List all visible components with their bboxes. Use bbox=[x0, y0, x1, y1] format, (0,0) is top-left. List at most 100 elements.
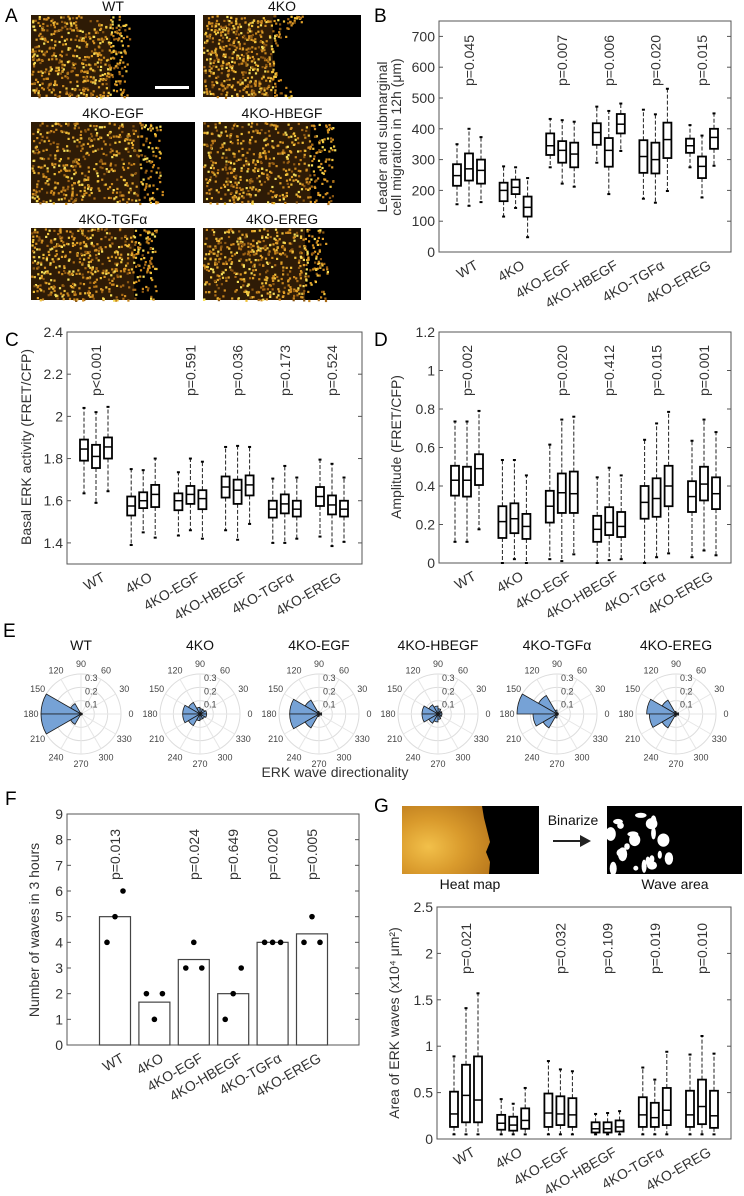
y-tick-label: 2.4 bbox=[44, 324, 64, 340]
box-plot bbox=[543, 1060, 554, 1136]
r-tick-label: 0.1 bbox=[561, 700, 574, 710]
box bbox=[649, 1101, 660, 1128]
box-plot bbox=[449, 1055, 459, 1136]
box bbox=[590, 1121, 601, 1134]
box bbox=[520, 1107, 531, 1130]
box bbox=[473, 1055, 483, 1124]
theta-tick-label: 270 bbox=[668, 759, 683, 769]
data-point bbox=[112, 913, 118, 920]
y-tick-label: 0.8 bbox=[416, 401, 436, 417]
micrograph-2 bbox=[203, 15, 361, 99]
y-tick-label: 6 bbox=[55, 883, 63, 899]
box bbox=[709, 1089, 719, 1129]
y-tick-label: 0.2 bbox=[416, 517, 436, 533]
polar-wedge bbox=[555, 713, 559, 716]
data-point bbox=[301, 939, 307, 946]
y-tick-label: 2 bbox=[55, 408, 63, 424]
theta-tick-label: 180 bbox=[499, 709, 514, 719]
polar-wedge bbox=[436, 713, 443, 717]
theta-tick-label: 150 bbox=[149, 684, 164, 694]
wave-blob bbox=[651, 827, 656, 840]
theta-tick-label: 270 bbox=[311, 759, 326, 769]
data-point bbox=[191, 939, 197, 946]
box-plot bbox=[697, 134, 707, 199]
theta-tick-label: 150 bbox=[625, 684, 640, 694]
theta-tick-label: 120 bbox=[524, 666, 539, 676]
box-plot bbox=[279, 464, 290, 544]
x-tick-label: WT bbox=[100, 1050, 127, 1075]
polar-wedge bbox=[433, 712, 439, 723]
box-plot bbox=[709, 1052, 719, 1136]
micrograph-title: 4KO bbox=[268, 0, 296, 14]
box-plot bbox=[637, 1066, 648, 1136]
p-value-label: p=0.649 bbox=[225, 829, 241, 880]
p-value-label: p=0.007 bbox=[554, 35, 570, 86]
box bbox=[568, 470, 579, 514]
theta-tick-label: 30 bbox=[357, 684, 367, 694]
y-tick-label: 700 bbox=[412, 28, 436, 44]
polar-grid-spoke bbox=[318, 713, 340, 749]
box-plot bbox=[638, 108, 649, 200]
axes-frame bbox=[66, 331, 363, 565]
y-tick-label: 4 bbox=[55, 934, 63, 950]
box-plot bbox=[568, 415, 579, 556]
theta-tick-label: 270 bbox=[192, 759, 207, 769]
box bbox=[616, 511, 627, 538]
y-tick-label: 5 bbox=[55, 909, 63, 925]
axes-frame bbox=[438, 20, 732, 253]
polar-title: WT bbox=[70, 637, 92, 653]
data-point bbox=[143, 990, 150, 997]
axes-frame bbox=[438, 331, 732, 564]
box bbox=[498, 181, 509, 203]
polar-title: 4KO-EREG bbox=[640, 637, 712, 653]
y-axis-label: cell migration in 12h (μm) bbox=[388, 58, 404, 215]
theta-tick-label: 180 bbox=[618, 709, 633, 719]
polar-grid-spoke bbox=[675, 693, 711, 715]
box-plot bbox=[510, 166, 521, 209]
theta-tick-label: 330 bbox=[712, 734, 727, 744]
polar-grid-spoke bbox=[437, 713, 459, 749]
theta-tick-label: 90 bbox=[552, 659, 562, 669]
box-plot bbox=[521, 474, 532, 564]
wave-blob bbox=[635, 812, 647, 818]
box bbox=[197, 489, 208, 511]
box-plot bbox=[91, 411, 101, 504]
theta-tick-label: 90 bbox=[671, 659, 681, 669]
r-tick-label: 0.3 bbox=[442, 673, 455, 683]
box-plot bbox=[556, 418, 567, 563]
polar-grid-spoke bbox=[80, 693, 116, 715]
y-tick-label: 2.5 bbox=[414, 899, 434, 915]
panel-a-micrographs: WT 4KO 4KO-EGF 4KO-HBEGF 4KO-TGFα 4KO-EREG bbox=[31, 0, 361, 303]
box-plot bbox=[79, 406, 89, 495]
y-tick-label: 0.4 bbox=[416, 478, 436, 494]
wave-blob bbox=[624, 843, 630, 850]
box-plot bbox=[497, 459, 508, 564]
r-tick-label: 0.1 bbox=[680, 700, 693, 710]
bar bbox=[217, 993, 250, 1046]
polar-wedge bbox=[304, 712, 321, 729]
theta-tick-label: 180 bbox=[23, 709, 38, 719]
box-plot bbox=[173, 471, 184, 537]
box-plot bbox=[615, 102, 626, 152]
y-axis-label: Area of ERK waves (x10⁴ μm²) bbox=[386, 927, 402, 1118]
polar-wedge bbox=[198, 713, 208, 718]
polar-wedge bbox=[289, 713, 321, 730]
box-plot bbox=[464, 127, 474, 207]
polar-grid-spoke bbox=[556, 679, 578, 715]
box bbox=[103, 436, 113, 460]
p-value-label: p=0.019 bbox=[647, 923, 663, 974]
y-axis-label: Amplitude (FRET/CFP) bbox=[388, 375, 404, 519]
box-plot bbox=[590, 1112, 601, 1136]
data-point bbox=[222, 1016, 228, 1023]
x-axis-label: ERK wave directionality bbox=[261, 764, 408, 780]
wave-blob bbox=[645, 818, 658, 830]
r-tick-label: 0.2 bbox=[680, 686, 693, 696]
polar-wedge bbox=[79, 713, 83, 716]
y-tick-label: 1.4 bbox=[44, 535, 64, 551]
box bbox=[464, 152, 474, 182]
box-plot bbox=[509, 459, 520, 561]
y-tick-label: 3 bbox=[55, 960, 63, 976]
box bbox=[602, 1121, 613, 1134]
p-value-label: p=0.045 bbox=[461, 35, 477, 86]
box bbox=[603, 137, 614, 168]
